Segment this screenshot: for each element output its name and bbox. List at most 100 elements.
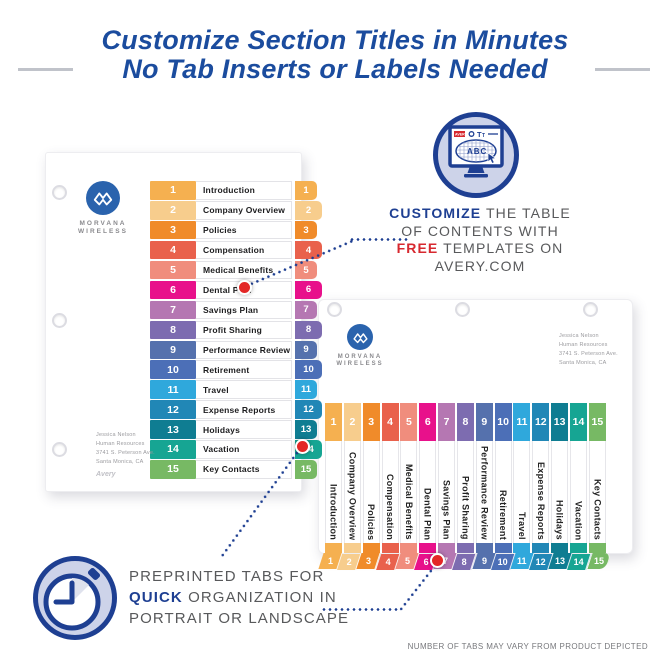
section-number: 14 — [569, 403, 588, 441]
section-label: Retirement — [498, 489, 509, 540]
toc-row-title: Profit Sharing — [196, 320, 292, 340]
section-column: 10 Retirement — [494, 403, 512, 553]
company-logo: MORVANA WIRELESS — [68, 181, 138, 235]
section-column: 8 Profit Sharing — [456, 403, 474, 553]
toc-row-title: Holidays — [196, 420, 292, 439]
section-label: Policies — [366, 503, 377, 540]
section-number: 7 — [438, 403, 456, 441]
section-number: 10 — [494, 403, 512, 441]
section-footer — [438, 543, 456, 553]
section-label: Travel — [516, 512, 527, 540]
headline: Customize Section Titles in Minutes No T… — [0, 26, 670, 84]
avery-badge — [454, 131, 465, 137]
avery-com-link: AVERY.COM — [434, 257, 526, 274]
toc-row-title: Vacation — [196, 440, 292, 459]
section-label: Dental Plan — [422, 487, 433, 540]
toc-row: 12 Expense Reports — [150, 400, 292, 419]
toc-row-title: Performance Review — [196, 340, 292, 360]
punch-hole — [455, 302, 470, 317]
divider-tab: 3 — [295, 220, 317, 240]
headline-rule-right — [595, 68, 650, 71]
section-column: 9 Performance Review — [475, 403, 493, 553]
brand-name: MORVANA — [337, 354, 383, 360]
punch-hole — [52, 185, 67, 200]
divider-tab: 6 — [295, 280, 322, 300]
section-column: 5 Medical Benefits — [400, 403, 418, 553]
toc-row-title: Savings Plan — [196, 300, 292, 320]
section-body — [325, 441, 343, 543]
toc-row-number: 4 — [150, 240, 196, 260]
section-label: Compensation — [385, 473, 396, 540]
toc-row: 7 Savings Plan — [150, 300, 292, 320]
section-footer — [494, 543, 512, 553]
section-column: 6 Dental Plan — [419, 403, 437, 553]
avery-logo: Avery — [96, 471, 116, 478]
section-body — [343, 441, 361, 543]
toc-row-number: 9 — [150, 340, 196, 360]
section-body — [419, 441, 437, 543]
toc-row: 10 Retirement — [150, 360, 292, 380]
divider-tab: 11 — [295, 380, 317, 399]
section-footer — [343, 543, 361, 553]
headline-line2: No Tab Inserts or Labels Needed — [122, 54, 548, 84]
punch-hole — [52, 442, 67, 457]
section-label: Performance Review — [479, 446, 490, 540]
toc-row: 14 Vacation — [150, 440, 292, 459]
section-footer — [588, 543, 606, 553]
divider-tab: 15 — [587, 553, 612, 569]
section-column: 13 Holidays — [551, 403, 569, 553]
company-logo: MORVANA WIRELESS — [325, 324, 395, 367]
cursor-icon — [487, 152, 497, 164]
section-column: 2 Company Overview — [343, 403, 361, 553]
section-label: Vacation — [573, 500, 584, 540]
toc-row-number: 1 — [150, 181, 196, 200]
section-body — [362, 441, 380, 543]
marker-dot-landscape-tab — [430, 553, 445, 568]
toc-row-title: Travel — [196, 380, 292, 399]
customize-callout: CUSTOMIZE THE TABLE OF CONTENTS WITH FRE… — [358, 205, 602, 275]
section-body — [456, 441, 474, 543]
address-block: Jessica Nelson Human Resources 3741 S. P… — [96, 432, 155, 465]
toc-row: 3 Policies — [150, 220, 292, 240]
section-column: 12 Expense Reports — [532, 403, 550, 553]
section-number: 6 — [419, 403, 437, 441]
section-body — [494, 441, 512, 543]
toc-row-number: 8 — [150, 320, 196, 340]
toc-row-title: Expense Reports — [196, 400, 292, 419]
section-body — [475, 441, 493, 543]
section-number: 15 — [588, 403, 606, 441]
svg-text:ABC: ABC — [467, 147, 487, 156]
marker-dot-key-contacts — [295, 439, 310, 454]
divider-tab: 8 — [295, 320, 322, 340]
toc-row-title: Introduction — [196, 181, 292, 200]
section-label: Company Overview — [347, 451, 358, 540]
section-label: Profit Sharing — [460, 476, 471, 540]
computer-template-icon: AVERY T T ABC — [433, 112, 519, 198]
toc-row: 2 Company Overview — [150, 200, 292, 220]
section-footer — [325, 543, 343, 553]
divider-tab: 2 — [295, 200, 322, 220]
section-column: 15 Key Contacts — [588, 403, 606, 553]
section-footer — [400, 543, 418, 553]
toc-row-number: 11 — [150, 380, 196, 399]
disclaimer-text: NUMBER OF TABS MAY VARY FROM PRODUCT DEP… — [407, 642, 648, 651]
marker-dot-dental-plan — [237, 280, 252, 295]
logo-mark-icon — [86, 181, 120, 215]
section-footer — [569, 543, 588, 553]
divider-tab: 10 — [295, 360, 322, 380]
punch-hole — [52, 313, 67, 328]
section-column: 14 Vacation — [569, 403, 588, 553]
section-number: 11 — [513, 403, 531, 441]
section-body — [400, 441, 418, 543]
table-of-contents: 1 Introduction 2 Company Overview 3 Poli… — [150, 181, 292, 480]
brand-name: WIRELESS — [78, 228, 128, 235]
toc-row: 13 Holidays — [150, 420, 292, 439]
toc-row: 8 Profit Sharing — [150, 320, 292, 340]
section-footer — [551, 543, 569, 553]
section-label: Medical Benefits — [403, 464, 414, 540]
section-label: Expense Reports — [535, 461, 546, 540]
toc-row: 4 Compensation — [150, 240, 292, 260]
toc-row-title: Key Contacts — [196, 460, 292, 479]
address-block: Jessica Nelson Human Resources 3741 S. P… — [559, 333, 618, 366]
